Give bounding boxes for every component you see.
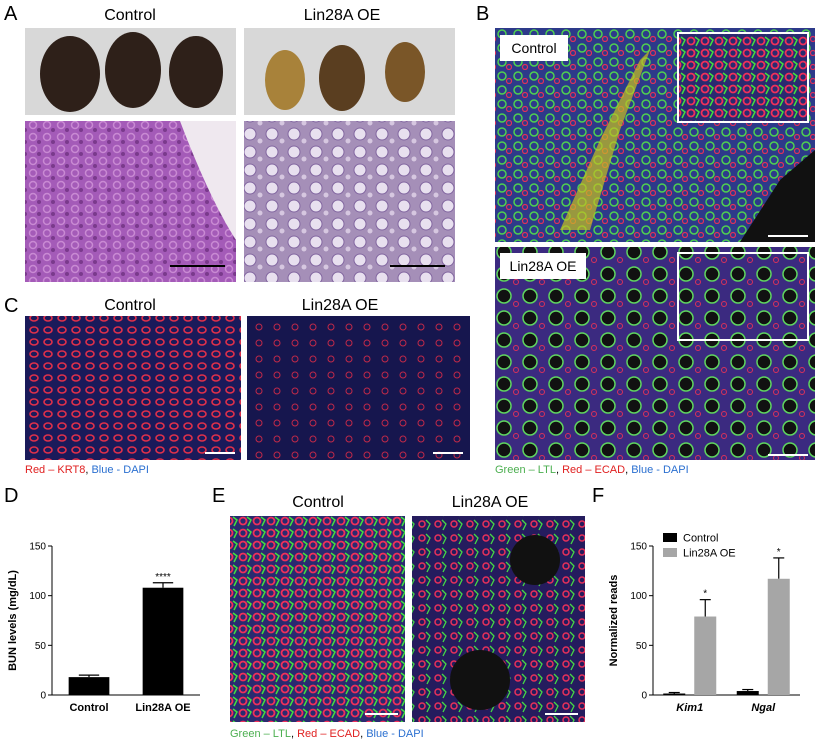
caption: Green – LTL, Red – ECAD, Blue - DAPI <box>230 728 424 740</box>
cyst <box>510 535 560 585</box>
inset <box>677 32 809 123</box>
vessel <box>560 50 650 230</box>
caption-part: Red – ECAD <box>562 464 625 476</box>
image-label: Lin28A OE <box>510 258 577 274</box>
kidney <box>385 42 425 102</box>
annotation: * <box>703 589 707 600</box>
y-tick-label: 100 <box>29 591 46 602</box>
y-axis-label: Normalized reads <box>608 575 620 667</box>
panel-title: Lin28A OE <box>452 494 529 511</box>
background <box>740 150 815 242</box>
panel-title: Control <box>104 7 156 24</box>
legend-swatch <box>663 548 677 557</box>
bar <box>68 677 110 695</box>
legend-label: Lin28A OE <box>683 548 736 560</box>
y-tick-label: 100 <box>630 591 647 602</box>
kidney <box>40 36 100 112</box>
micrograph <box>25 316 241 460</box>
caption-part: Green – LTL <box>230 728 291 740</box>
caption: Green – LTL, Red – ECAD, Blue - DAPI <box>495 464 689 476</box>
bar <box>142 587 184 695</box>
image-label: Control <box>511 40 556 56</box>
kidney <box>169 36 223 108</box>
kidney <box>319 45 365 111</box>
panel-label: A <box>4 3 18 25</box>
y-tick-label: 50 <box>636 641 648 652</box>
y-tick-label: 50 <box>35 641 47 652</box>
caption-part: Blue - DAPI <box>631 464 688 476</box>
kidney <box>265 50 305 110</box>
panel-label: F <box>592 485 604 507</box>
micrograph <box>247 316 470 460</box>
panel-title: Control <box>292 494 344 511</box>
caption-part: Red – ECAD <box>297 728 360 740</box>
panel-label: D <box>4 485 18 507</box>
legend-label: Control <box>683 533 718 545</box>
y-tick-label: 150 <box>630 542 647 553</box>
caption-part: Red – KRT8 <box>25 464 85 476</box>
x-tick-label: Control <box>69 702 108 714</box>
x-tick-label: Lin28A OE <box>135 702 190 714</box>
histology <box>244 121 455 282</box>
bar <box>694 616 717 695</box>
caption-part: Green – LTL <box>495 464 556 476</box>
bar <box>736 691 759 695</box>
y-tick-label: 0 <box>40 691 46 702</box>
legend-swatch <box>663 533 677 542</box>
label-box <box>500 35 568 61</box>
x-tick-label: Ngal <box>751 702 776 714</box>
micrograph <box>230 516 405 722</box>
caption-part: Blue - DAPI <box>366 728 423 740</box>
bar <box>767 578 790 695</box>
caption: Red – KRT8, Blue - DAPI <box>25 464 149 476</box>
panel-label: E <box>212 485 225 507</box>
annotation: * <box>777 547 781 558</box>
cyst <box>450 650 510 710</box>
panel-title: Control <box>104 297 156 314</box>
caption-part: Blue - DAPI <box>91 464 148 476</box>
caption-part: , <box>556 464 562 476</box>
background <box>180 121 236 240</box>
panel-label: B <box>476 3 489 25</box>
panel-title: Lin28A OE <box>304 7 381 24</box>
panel-title: Lin28A OE <box>302 297 379 314</box>
caption-part: , <box>85 464 91 476</box>
bar <box>663 693 686 695</box>
y-axis-label: BUN levels (mg/dL) <box>7 570 19 671</box>
kidney <box>105 32 161 108</box>
panel-label: C <box>4 295 18 317</box>
label-box <box>500 253 586 279</box>
caption-part: , <box>360 728 366 740</box>
annotation: **** <box>155 572 171 583</box>
inset <box>677 252 809 341</box>
caption-part: , <box>291 728 297 740</box>
y-tick-label: 150 <box>29 542 46 553</box>
y-tick-label: 0 <box>641 691 647 702</box>
x-tick-label: Kim1 <box>676 702 703 714</box>
caption-part: , <box>625 464 631 476</box>
